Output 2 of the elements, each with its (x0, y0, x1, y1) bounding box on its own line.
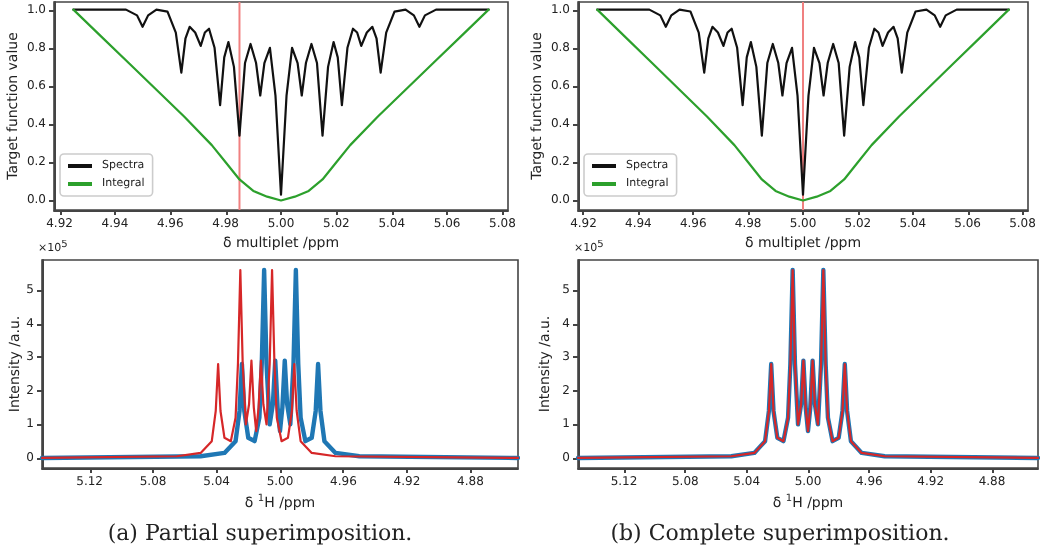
text: (b) Complete superimposition. (610, 520, 950, 546)
text: (a) Partial superimposition. (107, 520, 413, 546)
